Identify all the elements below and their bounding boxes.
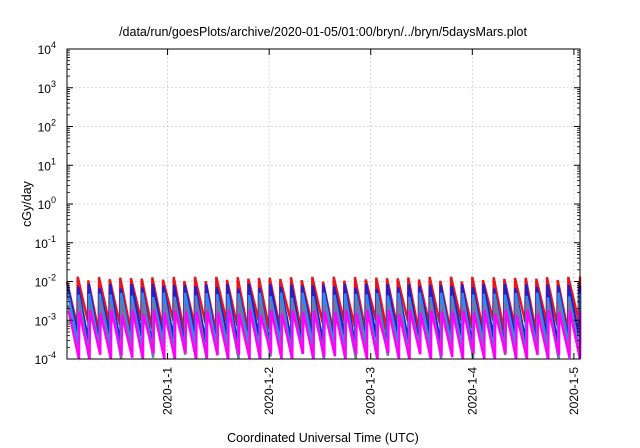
y-tick-label: 102 (38, 118, 56, 135)
x-axis-label: Coordinated Universal Time (UTC) (227, 431, 419, 445)
x-tick-label: 2020-1-4 (465, 367, 479, 415)
y-axis: 104 103 102 101 100 10-1 10-2 10-3 10-4 (35, 40, 580, 367)
y-tick-label: 104 (38, 40, 56, 57)
x-axis: 2020-1-1 2020-1-2 2020-1-3 2020-1-4 2020-1-5 (161, 49, 581, 415)
data-series-group (65, 276, 582, 360)
series-line (67, 309, 582, 360)
y-axis-label: cGy/day (20, 180, 34, 227)
x-tick-label: 2020-1-2 (262, 367, 276, 415)
chart-title: /data/run/goesPlots/archive/2020-01-05/0… (119, 25, 527, 39)
y-tick-label: 100 (38, 195, 56, 212)
y-tick-label: 10-3 (35, 311, 56, 328)
y-tick-label: 10-2 (35, 273, 56, 290)
x-tick-label: 2020-1-1 (161, 367, 175, 415)
x-tick-label: 2020-1-5 (567, 367, 581, 415)
series-5 (67, 309, 582, 360)
y-tick-label: 10-1 (35, 234, 56, 251)
x-tick-label: 2020-1-3 (364, 367, 378, 415)
y-tick-label: 101 (38, 156, 56, 173)
y-tick-label: 103 (38, 79, 56, 96)
y-tick-label: 10-4 (35, 350, 56, 367)
